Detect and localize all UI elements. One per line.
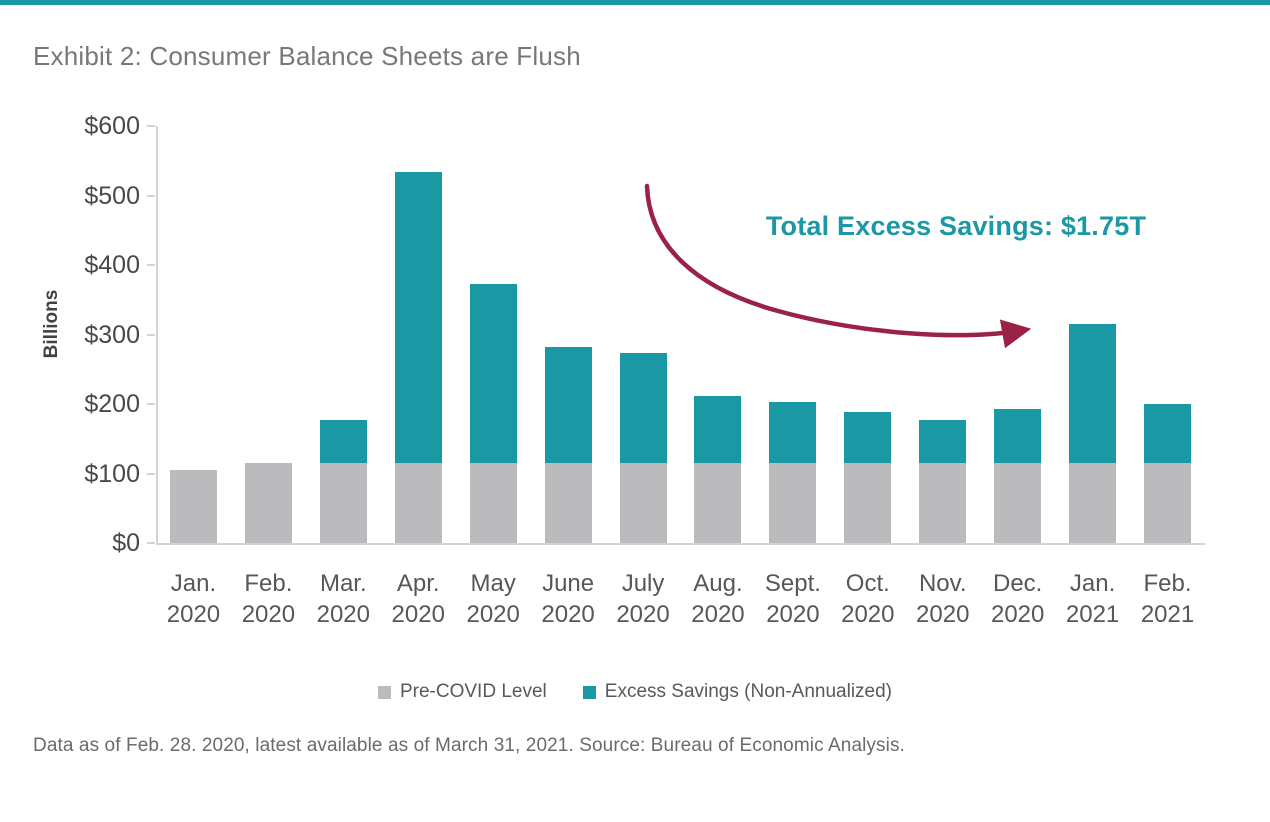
footnote: Data as of Feb. 28. 2020, latest availab…: [33, 735, 905, 756]
legend-label: Pre-COVID Level: [399, 681, 547, 702]
legend-item: Excess Savings (Non-Annualized): [582, 681, 893, 703]
bar-segment-excess-savings: [769, 401, 817, 464]
total-excess-savings-annotation: Total Excess Savings: $1.75T: [765, 211, 1147, 241]
x-tick-label-month: Aug.: [693, 570, 743, 597]
y-tick-label: $500: [84, 181, 140, 210]
x-tick-label: Apr. 2020: [373, 568, 463, 630]
x-tick-label: Jan. 2021: [1048, 568, 1138, 630]
bar-segment-pre-covid: [169, 470, 217, 543]
x-tick-label-year: 2020: [841, 601, 895, 628]
bar-segment-excess-savings: [694, 395, 742, 464]
bar-segment-pre-covid: [244, 463, 292, 543]
x-tick-label-year: 2020: [916, 601, 970, 628]
x-tick-label-year: 2020: [166, 601, 221, 628]
bar-segment-excess-savings: [319, 419, 367, 464]
x-tick-label-month: Dec.: [992, 570, 1043, 597]
x-tick-label: Feb. 2021: [1123, 568, 1213, 630]
y-tick-label: $400: [84, 251, 140, 279]
x-tick-label: Aug. 2020: [673, 568, 763, 630]
x-tick-label-year: 2020: [541, 601, 595, 628]
x-tick-label-month: Oct.: [845, 570, 890, 597]
bar-segment-pre-covid: [319, 463, 367, 543]
bar-segment-pre-covid: [1144, 463, 1192, 543]
x-tick-label: Oct. 2020: [823, 568, 913, 630]
y-tick-mark: [147, 194, 155, 197]
x-tick-label: Nov. 2020: [898, 568, 988, 630]
bar-segment-pre-covid: [544, 463, 592, 543]
x-tick-label: Sept. 2020: [748, 568, 838, 630]
x-tick-label-year: 2020: [241, 601, 296, 628]
y-tick-mark: [147, 403, 155, 405]
x-tick-label-year: 2020: [466, 601, 520, 628]
x-tick-label-month: Jan.: [170, 570, 217, 597]
x-tick-label-year: 2020: [691, 601, 745, 628]
y-tick-mark: [147, 125, 155, 127]
x-tick-label-month: Jan.: [1069, 570, 1116, 597]
legend-swatch: [377, 685, 391, 699]
y-tick-label: $200: [84, 390, 140, 418]
bar-segment-pre-covid: [619, 463, 667, 543]
x-tick-label-year: 2020: [766, 601, 820, 628]
x-tick-label-month: June: [542, 570, 595, 597]
legend-item: Pre-COVID Level: [377, 681, 547, 703]
y-tick-label: $600: [84, 112, 140, 140]
y-tick-mark: [147, 542, 155, 544]
legend-label: Excess Savings (Non-Annualized): [604, 681, 893, 702]
bar-segment-excess-savings: [994, 408, 1042, 464]
x-tick-label-month: Apr.: [396, 570, 440, 597]
y-tick-label: $300: [84, 320, 140, 349]
bar-segment-pre-covid: [694, 463, 742, 543]
bar-segment-excess-savings: [619, 353, 667, 464]
bar-segment-excess-savings: [469, 283, 517, 464]
bar-segment-pre-covid: [994, 463, 1042, 543]
bar-segment-pre-covid: [919, 463, 967, 543]
x-tick-label: Jan. 2020: [148, 568, 238, 630]
y-tick-mark: [147, 472, 155, 475]
y-tick-label: $100: [84, 459, 140, 488]
bar-segment-pre-covid: [844, 463, 892, 543]
y-axis-line: [156, 126, 158, 543]
x-tick-label: July 2020: [598, 568, 688, 630]
bar-segment-excess-savings: [1144, 404, 1192, 464]
x-tick-label-month: Feb.: [244, 570, 293, 597]
bar-segment-excess-savings: [544, 347, 592, 464]
bar-segment-pre-covid: [469, 463, 517, 543]
x-tick-label-month: Feb.: [1143, 570, 1192, 597]
bar-segment-excess-savings: [919, 419, 967, 464]
x-tick-label-year: 2020: [391, 601, 445, 628]
x-tick-label: Mar. 2020: [298, 568, 388, 630]
x-tick-label-month: Mar.: [319, 570, 367, 597]
bar-segment-pre-covid: [1069, 463, 1117, 543]
y-tick-mark: [147, 264, 155, 266]
x-tick-label-year: 2021: [1065, 601, 1120, 628]
x-tick-label: Dec. 2020: [973, 568, 1063, 630]
bar-segment-pre-covid: [394, 463, 442, 543]
legend: Pre-COVID Level Excess Savings (Non-Annua…: [0, 681, 1270, 703]
x-tick-label-year: 2020: [316, 601, 370, 628]
x-axis-line: [156, 543, 1205, 545]
bar-segment-excess-savings: [844, 411, 892, 464]
y-tick-mark: [147, 333, 155, 336]
x-tick-label: June 2020: [523, 568, 613, 630]
bar-segment-pre-covid: [769, 463, 817, 543]
chart-title: Exhibit 2: Consumer Balance Sheets are F…: [33, 41, 581, 71]
brand-top-rule: [0, 0, 1270, 5]
y-tick-label: $0: [112, 529, 140, 557]
trend-arrow-curve: [644, 183, 1032, 349]
x-tick-label-year: 2020: [990, 601, 1045, 628]
legend-swatch: [582, 685, 596, 699]
bar-segment-excess-savings: [1069, 324, 1117, 464]
x-tick-label-month: Nov.: [918, 570, 967, 597]
x-tick-label-month: Sept.: [764, 570, 821, 597]
x-tick-label: May 2020: [448, 568, 538, 630]
x-tick-label-year: 2021: [1140, 601, 1195, 628]
x-tick-label-month: July: [621, 570, 665, 597]
x-tick-label-month: May: [470, 570, 516, 597]
x-tick-label: Feb. 2020: [223, 568, 313, 630]
bar-segment-excess-savings: [394, 171, 442, 464]
x-tick-label-year: 2020: [616, 601, 670, 628]
